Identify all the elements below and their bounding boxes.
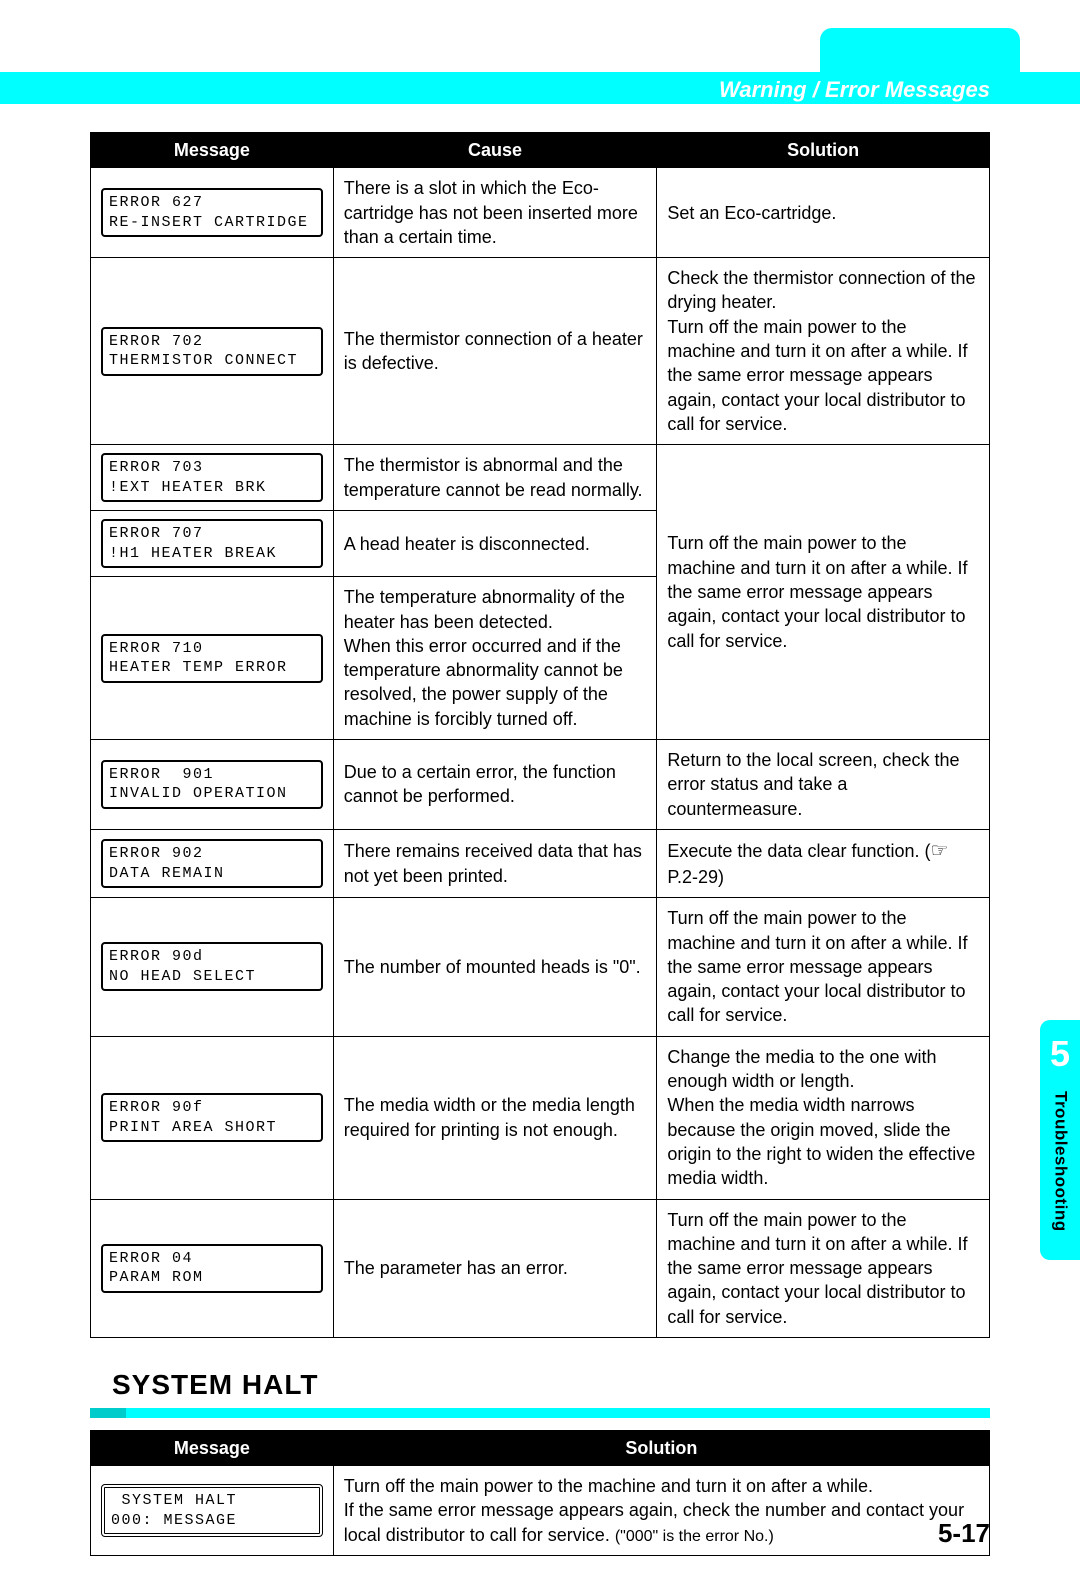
error-solution: Turn off the main power to the machine a… bbox=[657, 1199, 990, 1337]
th-cause: Cause bbox=[333, 133, 657, 168]
error-cause: The thermistor connection of a heater is… bbox=[333, 258, 657, 445]
th-solution: Solution bbox=[657, 133, 990, 168]
pointer-icon: ☞ bbox=[931, 840, 949, 862]
error-cause: There is a slot in which the Eco-cartrid… bbox=[333, 168, 657, 258]
table-row: ERROR 90d NO HEAD SELECT The number of m… bbox=[91, 898, 990, 1036]
header-strip: Warning / Error Messages bbox=[0, 72, 1080, 104]
error-cause: The parameter has an error. bbox=[333, 1199, 657, 1337]
page-content: Message Cause Solution ERROR 627 RE-INSE… bbox=[0, 104, 1080, 1576]
solution-text: Execute the data clear function. ( bbox=[667, 841, 930, 861]
solution-note: ("000" is the error No.) bbox=[615, 1528, 774, 1545]
table-header-row: Message Cause Solution bbox=[91, 133, 990, 168]
error-code: ERROR 90d NO HEAD SELECT bbox=[101, 942, 323, 991]
chapter-label: Troubleshooting bbox=[1049, 1091, 1072, 1232]
chapter-number: 5 bbox=[1040, 1030, 1080, 1079]
error-solution: Turn off the main power to the machine a… bbox=[657, 898, 990, 1036]
error-solution-merged: Turn off the main power to the machine a… bbox=[657, 445, 990, 740]
error-code: ERROR 627 RE-INSERT CARTRIDGE bbox=[101, 188, 323, 237]
error-cause: The number of mounted heads is "0". bbox=[333, 898, 657, 1036]
page-header-title: Warning / Error Messages bbox=[719, 75, 990, 105]
table-row: SYSTEM HALT 000: MESSAGE Turn off the ma… bbox=[91, 1466, 990, 1556]
error-solution: Execute the data clear function. (☞ P.2-… bbox=[657, 829, 990, 897]
error-code: ERROR 707 !H1 HEATER BREAK bbox=[101, 519, 323, 568]
error-solution: Check the thermistor connection of the d… bbox=[657, 258, 990, 445]
section-heading: SYSTEM HALT bbox=[90, 1366, 990, 1418]
error-code: ERROR 710 HEATER TEMP ERROR bbox=[101, 634, 323, 683]
error-cause: The thermistor is abnormal and the tempe… bbox=[333, 445, 657, 511]
error-code: ERROR 901 INVALID OPERATION bbox=[101, 760, 323, 809]
halt-code: SYSTEM HALT 000: MESSAGE bbox=[101, 1484, 323, 1537]
table-row: ERROR 627 RE-INSERT CARTRIDGE There is a… bbox=[91, 168, 990, 258]
error-code: ERROR 902 DATA REMAIN bbox=[101, 839, 323, 888]
page-number: 5-17 bbox=[938, 1516, 990, 1551]
system-halt-table: Message Solution SYSTEM HALT 000: MESSAG… bbox=[90, 1430, 990, 1556]
error-solution: Change the media to the one with enough … bbox=[657, 1036, 990, 1199]
table-row: ERROR 902 DATA REMAIN There remains rece… bbox=[91, 829, 990, 897]
th-message: Message bbox=[91, 1430, 334, 1465]
halt-solution: Turn off the main power to the machine a… bbox=[333, 1466, 989, 1556]
th-solution: Solution bbox=[333, 1430, 989, 1465]
error-code: ERROR 702 THERMISTOR CONNECT bbox=[101, 327, 323, 376]
page-ref: P.2-29) bbox=[667, 867, 724, 887]
error-messages-table: Message Cause Solution ERROR 627 RE-INSE… bbox=[90, 132, 990, 1338]
error-code: ERROR 04 PARAM ROM bbox=[101, 1244, 323, 1293]
error-cause: The temperature abnormality of the heate… bbox=[333, 577, 657, 740]
error-cause: There remains received data that has not… bbox=[333, 829, 657, 897]
section-underline bbox=[90, 1408, 990, 1418]
error-cause: The media width or the media length requ… bbox=[333, 1036, 657, 1199]
error-cause: Due to a certain error, the function can… bbox=[333, 740, 657, 830]
error-code: ERROR 703 !EXT HEATER BRK bbox=[101, 453, 323, 502]
error-solution: Return to the local screen, check the er… bbox=[657, 740, 990, 830]
table-row: ERROR 901 INVALID OPERATION Due to a cer… bbox=[91, 740, 990, 830]
th-message: Message bbox=[91, 133, 334, 168]
error-solution: Set an Eco-cartridge. bbox=[657, 168, 990, 258]
table-row: ERROR 703 !EXT HEATER BRK The thermistor… bbox=[91, 445, 990, 511]
table-row: ERROR 90f PRINT AREA SHORT The media wid… bbox=[91, 1036, 990, 1199]
error-code: ERROR 90f PRINT AREA SHORT bbox=[101, 1093, 323, 1142]
error-cause: A head heater is disconnected. bbox=[333, 511, 657, 577]
table-header-row: Message Solution bbox=[91, 1430, 990, 1465]
chapter-side-tab: 5 Troubleshooting bbox=[1040, 1020, 1080, 1260]
table-row: ERROR 702 THERMISTOR CONNECT The thermis… bbox=[91, 258, 990, 445]
section-title: SYSTEM HALT bbox=[112, 1366, 990, 1404]
table-row: ERROR 04 PARAM ROM The parameter has an … bbox=[91, 1199, 990, 1337]
